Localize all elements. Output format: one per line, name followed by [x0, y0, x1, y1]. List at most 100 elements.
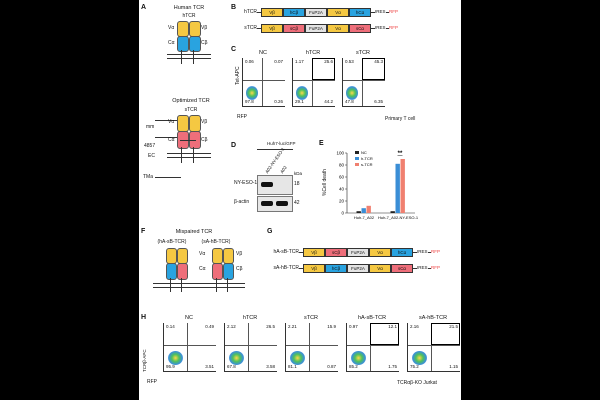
facs-density: [229, 351, 244, 365]
panel-b-label: B: [231, 4, 237, 11]
construct-segment: Vα: [327, 24, 349, 33]
panel-f-left-label: (hA-sB-TCR): [157, 239, 187, 245]
htcr-va-label: Vα: [168, 25, 175, 31]
quadrant-value: 1.15: [449, 363, 458, 369]
facs-plot-title: NC: [185, 315, 193, 321]
y-tick-label: 0: [341, 211, 344, 216]
legend-swatch: [355, 151, 359, 154]
y-tick-label: 40: [339, 187, 345, 192]
quadrant-value: 15.9: [327, 324, 336, 329]
facs-density: [346, 86, 358, 100]
construct-segment: Vβ: [261, 8, 283, 17]
facs-density: [290, 351, 305, 365]
quadrant-value: 44.2: [324, 98, 333, 104]
kda-label: kDa: [294, 171, 303, 176]
x-category-label: Huh-7_A02-NY-ESO-1: [378, 215, 419, 220]
y-tick-label: 60: [339, 175, 345, 180]
facs-plot: 0.14 0.49 95.9 3.51: [163, 323, 216, 372]
stcr-va-label: Vα: [168, 119, 175, 125]
quadrant-value: 3.58: [266, 363, 275, 369]
highlight-box: [370, 323, 399, 345]
facs-density: [246, 86, 258, 100]
ires-label: IRES: [417, 265, 428, 270]
construct-segment: FuP2A: [347, 264, 369, 273]
highlight-box: [431, 323, 460, 345]
quadrant-value: 29.1: [295, 98, 304, 104]
quadrant-value: 3.51: [205, 363, 214, 369]
quadrant-value: 26.5: [266, 324, 275, 329]
quadrant-value: 1.17: [295, 59, 304, 64]
quadrant-value: 97.8: [245, 98, 254, 104]
construct-segment: Vα: [369, 264, 391, 273]
quadrant-value: 0.06: [245, 59, 254, 64]
facs-plot: 0.06 0.07 97.8 0.26: [242, 58, 285, 107]
legend-label: NC: [361, 150, 367, 155]
construct-segment: hCα: [391, 248, 413, 257]
panel-f-right-label: (sA-hB-TCR): [201, 239, 231, 245]
facs-plot-title: sTCR: [355, 50, 371, 56]
y-tick-label: 80: [339, 163, 345, 168]
quadrant-value: 81.1: [288, 363, 297, 369]
mispaired-cb-label: Cβ: [236, 266, 243, 272]
bar: [400, 159, 405, 213]
construct-segment: sCβ: [325, 248, 347, 257]
construct-segment: FuP2A: [305, 8, 327, 17]
construct-segment: FuP2A: [347, 248, 369, 257]
mispaired-va-label: Vα: [199, 251, 206, 257]
legend-swatch: [355, 157, 359, 160]
quadrant-value: 85.2: [349, 363, 358, 369]
facs-plot-title: NC: [259, 50, 267, 56]
panel-g-label: G: [267, 228, 273, 235]
quadrant-value: 67.8: [227, 363, 236, 369]
rfp-label: RFP: [431, 249, 440, 254]
stcr-label: sTCR: [184, 107, 198, 113]
panel-d-label: D: [231, 142, 237, 149]
cell-death-bar-chart: 0 20 40 60 80 100 Huh-7_A02 Huh-7_A02-NY-ESO-1 *…: [336, 150, 419, 220]
blot-beta-actin: [257, 196, 293, 212]
kda-18: 18: [294, 181, 300, 187]
quadrant-value: 0.14: [166, 324, 175, 329]
construct-segment: Vα: [327, 8, 349, 17]
mm-label: mm: [146, 124, 155, 130]
panel-d-header: Huh7-luc/GFP: [267, 141, 296, 146]
stcr-cb-label: Cβ: [201, 137, 208, 143]
panel-f-title: Mispaired TCR: [175, 229, 213, 235]
facs-plot-title: hA-sB-TCR: [357, 315, 387, 321]
facs-plot: 2.12 26.5 67.8 3.58: [224, 323, 277, 372]
bar: [395, 163, 400, 213]
blot-row-ny-eso-1: NY-ESO-1: [234, 180, 258, 186]
panel-a-title-optimized: Optimized TCR: [172, 98, 210, 104]
quadrant-value: 45.3: [374, 59, 383, 64]
panel-c-yaxis-label: Tet-APC: [235, 66, 241, 85]
lane-a02: A02: [279, 164, 288, 175]
facs-plot-title: hTCR: [242, 315, 258, 321]
panel-c-caption: Primary T cell: [385, 116, 416, 122]
bar: [361, 208, 366, 213]
htcr-label: hTCR: [182, 13, 196, 19]
quadrant-value: 47.8: [345, 98, 354, 104]
construct-segment: Vα: [369, 248, 391, 257]
ires-label: IRES: [375, 9, 386, 14]
quadrant-value: 6.35: [374, 98, 383, 104]
figure: A Human TCR hTCR Vα Vβ Cα Cβ Optimized T…: [139, 0, 461, 400]
quadrant-value: 95.9: [166, 363, 175, 369]
mispaired-ca-label: Cα: [199, 266, 206, 272]
construct-segment: sCβ: [283, 24, 305, 33]
construct-name: sA-hB-TCR: [273, 265, 299, 271]
n4857-label: 4857: [144, 143, 156, 149]
quadrant-value: 0.87: [327, 363, 336, 369]
quadrant-value: 75.2: [410, 363, 419, 369]
tma-label: TMa: [143, 174, 153, 180]
quadrant-value: 12.1: [388, 324, 397, 329]
highlight-box: [362, 58, 385, 80]
quadrant-value: 21.5: [449, 324, 458, 329]
facs-plot: 0.97 12.1 85.2 1.75: [346, 323, 399, 372]
facs-plot: 2.16 21.5 75.2 1.15: [407, 323, 460, 372]
construct-segment: Vβ: [261, 24, 283, 33]
bar: [366, 205, 371, 213]
quadrant-value: 2.21: [288, 324, 297, 329]
construct-segment: Vβ: [303, 248, 325, 257]
rfp-label: RFP: [389, 25, 398, 30]
facs-plot-title: sA-hB-TCR: [418, 315, 448, 321]
legend-label: h-TCR: [361, 156, 373, 161]
